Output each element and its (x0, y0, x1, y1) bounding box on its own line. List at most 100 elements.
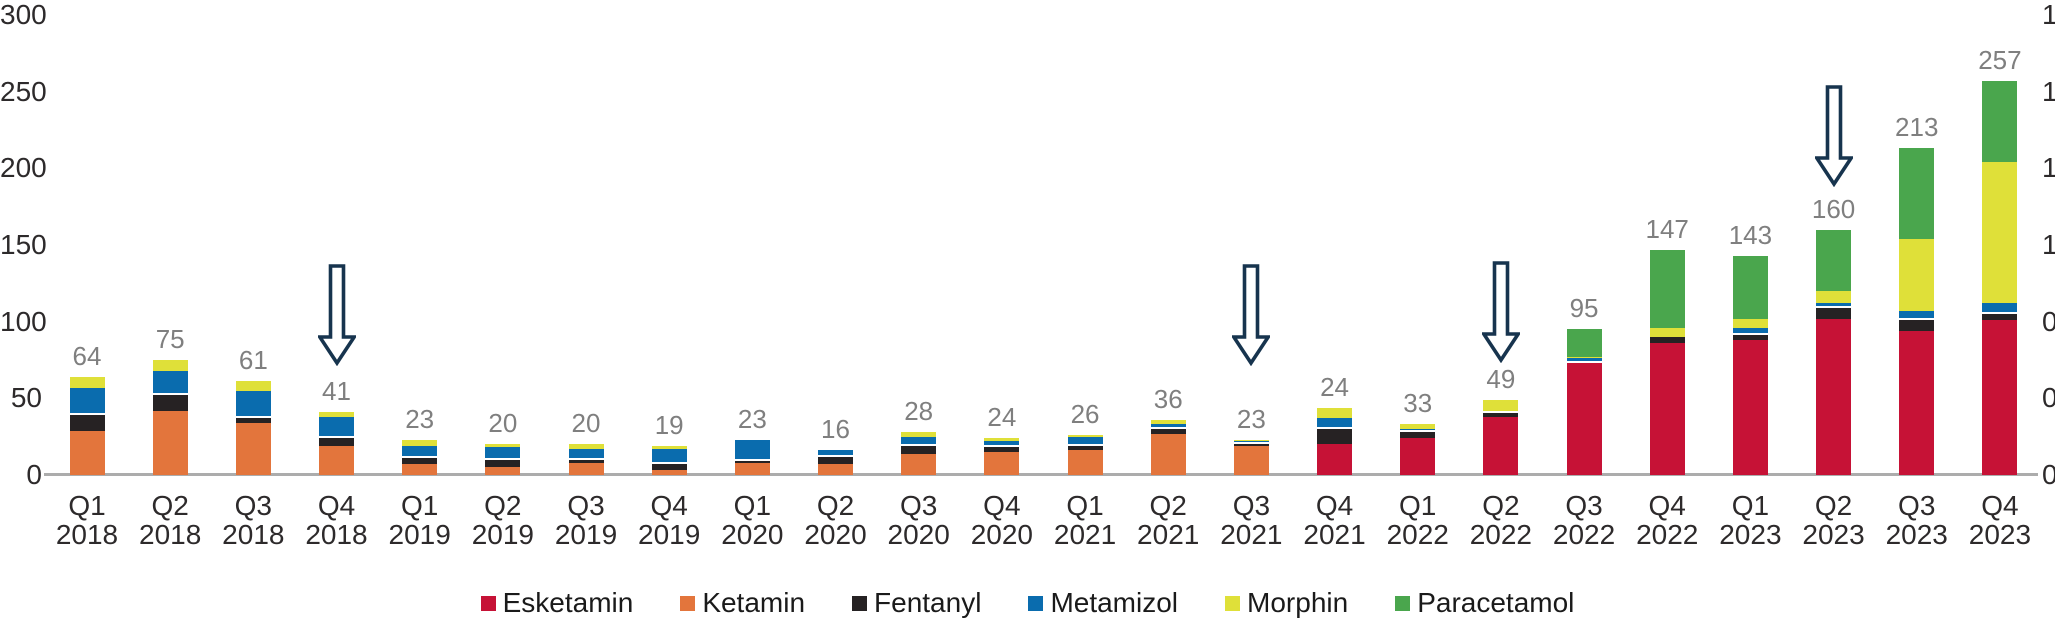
down-arrow-icon (317, 264, 356, 366)
legend-item-esketamin: Esketamin (480, 587, 634, 618)
segment-fentanyl (1483, 412, 1519, 418)
bar-value-label: 160 (1811, 193, 1856, 224)
bar-Q1-2023 (1732, 255, 1768, 475)
x-label-year: 2023 (1802, 519, 1865, 550)
x-axis-category-label: Q2 2019 (448, 491, 558, 549)
legend: Esketamin Ketamin Fentanyl Metamizol Morphin… (0, 588, 2055, 618)
segment-morphin (984, 438, 1020, 442)
x-axis-category-label: Q2 2022 (1446, 491, 1556, 549)
x-label-quarter: Q3 (234, 490, 272, 521)
segment-fentanyl (734, 461, 770, 463)
segment-metamizol (568, 448, 604, 460)
segment-morphin (651, 445, 687, 449)
down-arrow-icon (1814, 85, 1853, 187)
x-axis-category-label: Q3 2023 (1862, 491, 1972, 549)
x-label-quarter: Q1 (733, 490, 772, 521)
x-label-quarter: Q1 (1731, 490, 1770, 521)
segment-ketamin (1067, 450, 1103, 475)
bar-value-label: 41 (322, 376, 351, 407)
x-label-quarter: Q4 (1648, 490, 1686, 521)
segment-esketamin (1400, 438, 1436, 475)
bar-Q3-2022 (1566, 329, 1602, 475)
segment-fentanyl (152, 395, 188, 411)
bar-value-label: 23 (405, 403, 435, 434)
bar-value-label: 147 (1645, 213, 1689, 244)
segment-ketamin (485, 467, 521, 475)
legend-swatch-icon (1028, 595, 1044, 611)
x-label-year: 2022 (1469, 519, 1533, 550)
bar-Q1-2022 (1400, 424, 1436, 475)
segment-fentanyl (1150, 428, 1186, 434)
y-axis-right-tick-label-truncated: 0 (2042, 459, 2055, 490)
segment-ketamin (235, 422, 271, 475)
segment-morphin (1400, 424, 1436, 429)
bar-Q1-2020 (734, 439, 770, 475)
bar-value-label: 75 (155, 324, 185, 354)
segment-morphin (901, 432, 937, 437)
x-label-year: 2022 (1552, 519, 1616, 550)
segment-ketamin (984, 451, 1020, 475)
segment-morphin (1649, 327, 1685, 337)
legend-swatch-icon (1225, 595, 1241, 611)
segment-paracetamol (1732, 255, 1768, 319)
bar-value-label: 64 (72, 340, 102, 371)
bar-value-label: 28 (904, 396, 934, 427)
x-label-quarter: Q3 (1565, 490, 1603, 521)
x-axis-category-label: Q4 2021 (1280, 491, 1390, 549)
y-axis-tick-label: 300 (0, 0, 47, 30)
y-axis-tick-label: 250 (0, 75, 47, 107)
x-label-year: 2018 (139, 519, 202, 550)
segment-morphin (1483, 399, 1519, 411)
bar-value-label: 23 (737, 403, 767, 434)
down-arrow-icon (1481, 261, 1520, 363)
x-axis-category-label: Q1 2023 (1695, 491, 1805, 549)
segment-esketamin (1899, 330, 1935, 475)
bar-Q4-2020 (984, 438, 1020, 475)
down-arrow-icon (1232, 264, 1271, 366)
y-axis-right-tick-label-truncated: 1 (2042, 229, 2055, 260)
x-label-quarter: Q2 (1149, 490, 1187, 521)
segment-fentanyl (1732, 335, 1768, 341)
x-label-quarter: Q1 (1066, 490, 1104, 521)
segment-morphin (1233, 439, 1269, 442)
bar-Q4-2022 (1649, 249, 1685, 475)
x-axis-category-label: Q1 2022 (1363, 491, 1473, 549)
segment-metamizol (1982, 303, 2018, 314)
legend-swatch-icon (852, 595, 868, 611)
legend-label: Metamizol (1050, 587, 1179, 618)
bar-value-label: 95 (1569, 293, 1599, 324)
segment-fentanyl (1982, 313, 2018, 321)
segment-metamizol (1732, 327, 1768, 336)
segment-metamizol (1067, 436, 1103, 446)
bar-Q3-2019 (568, 444, 604, 475)
legend-label: Morphin (1247, 587, 1349, 618)
segment-metamizol (1317, 418, 1353, 429)
segment-ketamin (1150, 433, 1186, 475)
bar-value-label: 16 (821, 414, 850, 445)
y-axis-right-tick-label-truncated: 1 (2042, 152, 2055, 184)
segment-esketamin (1317, 444, 1353, 475)
x-label-quarter: Q2 (1482, 490, 1520, 521)
segment-fentanyl (485, 459, 521, 468)
segment-fentanyl (1899, 320, 1935, 331)
segment-metamizol (402, 445, 438, 459)
legend-label: Fentanyl (874, 587, 982, 618)
y-axis-tick-label: 200 (0, 152, 47, 184)
x-axis-category-label: Q1 2020 (697, 491, 807, 549)
segment-metamizol (69, 387, 105, 416)
x-axis-category-label: Q4 2018 (282, 491, 392, 549)
x-label-year: 2023 (1885, 519, 1948, 550)
bar-value-label: 257 (1978, 44, 2022, 75)
segment-metamizol (1566, 358, 1602, 364)
x-axis-category-label: Q1 2018 (32, 491, 142, 549)
x-label-year: 2018 (55, 519, 119, 550)
bar-Q3-2020 (901, 432, 937, 475)
x-label-quarter: Q4 (983, 490, 1021, 521)
x-label-year: 2022 (1636, 519, 1699, 550)
x-axis-category-label: Q3 2020 (864, 491, 974, 549)
segment-ketamin (152, 410, 188, 475)
segment-metamizol (984, 441, 1020, 448)
segment-morphin (485, 444, 521, 448)
bar-Q3-2023 (1899, 148, 1935, 475)
legend-label: Esketamin (502, 587, 634, 618)
